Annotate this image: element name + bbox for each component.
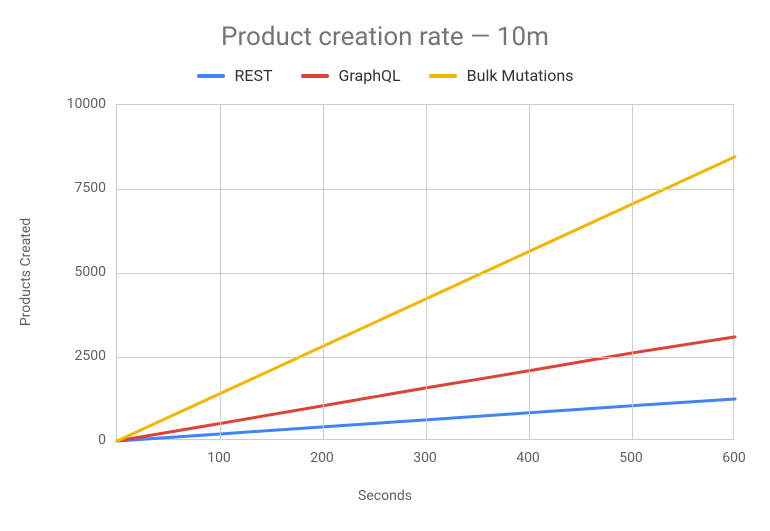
- x-tick-label: 100: [207, 450, 231, 466]
- legend: REST GraphQL Bulk Mutations: [0, 66, 770, 85]
- legend-item: Bulk Mutations: [429, 66, 574, 85]
- gridline-h: [117, 273, 733, 274]
- x-tick-label: 400: [516, 450, 540, 466]
- y-tick-label: 5000: [75, 264, 106, 280]
- legend-item: GraphQL: [301, 66, 401, 85]
- y-tick-label: 2500: [75, 348, 106, 364]
- plot-area: [116, 104, 734, 440]
- gridline-h: [117, 189, 733, 190]
- y-tick-label: 10000: [67, 96, 106, 112]
- x-tick-label: 600: [722, 450, 746, 466]
- legend-label: GraphQL: [339, 66, 401, 85]
- chart-container: Product creation rate — 10m REST GraphQL B…: [0, 0, 770, 531]
- x-tick-label: 200: [310, 450, 334, 466]
- legend-label: REST: [235, 66, 273, 85]
- legend-swatch-icon: [429, 74, 457, 78]
- y-axis-label: Products Created: [18, 218, 34, 326]
- gridline-h: [117, 357, 733, 358]
- legend-swatch-icon: [301, 74, 329, 78]
- legend-label: Bulk Mutations: [467, 66, 574, 85]
- x-tick-label: 500: [619, 450, 643, 466]
- chart-title: Product creation rate — 10m: [0, 22, 770, 52]
- legend-item: REST: [197, 66, 273, 85]
- legend-swatch-icon: [197, 74, 225, 78]
- y-tick-label: 0: [98, 432, 106, 448]
- x-tick-label: 300: [413, 450, 437, 466]
- x-axis-label: Seconds: [0, 488, 770, 504]
- y-tick-label: 7500: [75, 180, 106, 196]
